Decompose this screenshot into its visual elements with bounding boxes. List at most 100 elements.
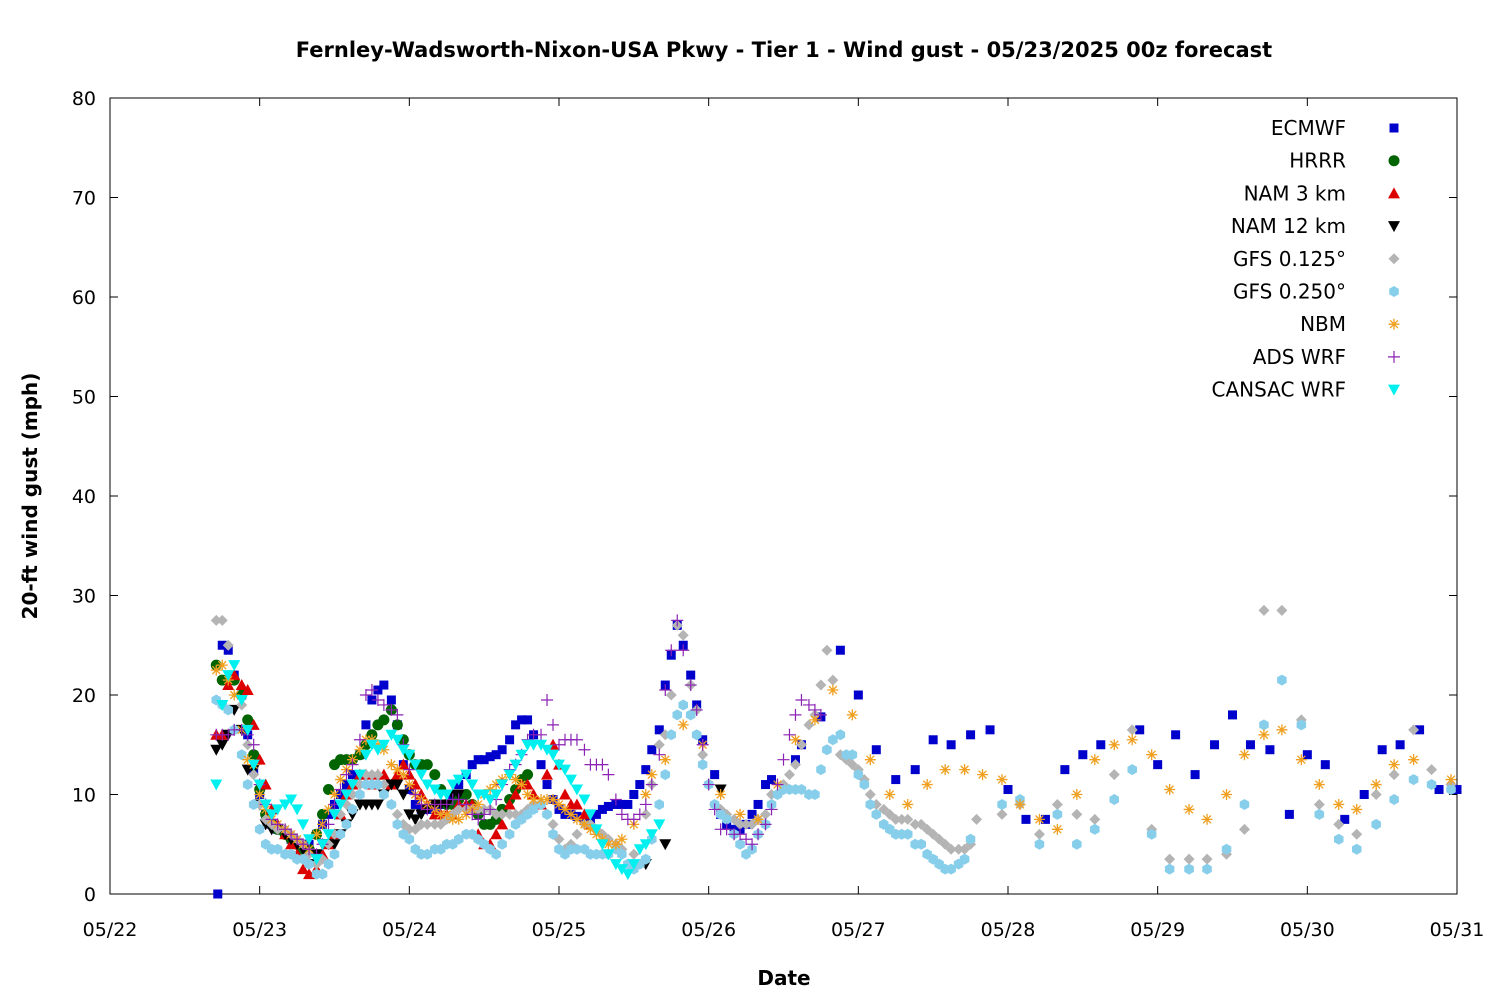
point-gfs-0-125 [909,818,921,830]
point-nbm [921,779,933,791]
point-gfs-0-250 [392,818,403,830]
y-tick-label: 60 [72,287,96,309]
point-ads-wrf [247,738,260,751]
point-gfs-0-250 [254,823,265,835]
point-gfs-0-250 [1277,674,1287,686]
point-cansac-wrf [316,839,329,851]
point-gfs-0-125 [504,808,516,820]
point-nbm [334,774,346,786]
point-gfs-0-125 [222,639,234,651]
point-cansac-wrf [210,779,223,791]
point-gfs-0-250 [1052,808,1063,820]
legend-label: NAM 12 km [1231,214,1346,238]
legend-marker [1388,187,1400,199]
legend-entry-gfs-0-250: GFS 0.250° [1233,280,1399,304]
point-cansac-wrf [578,794,591,806]
point-gfs-0-125 [1126,724,1138,736]
point-gfs-0-125 [628,848,640,860]
point-nam-3-km [297,863,310,875]
point-hrrr [378,714,390,726]
point-ecmwf [491,750,501,760]
legend-entry-nam-12-km: NAM 12 km [1231,214,1400,238]
point-nbm [210,664,222,676]
legend-entry-gfs-0-125: GFS 0.125° [1233,247,1400,271]
point-cansac-wrf [553,759,565,771]
point-ecmwf [479,755,489,765]
point-hrrr [421,759,433,771]
legend-marker [1388,350,1400,363]
point-hrrr [317,808,329,820]
point-ecmwf [213,889,223,899]
point-cansac-wrf [322,829,335,841]
point-nbm [1445,774,1457,786]
axis-ticks: 0 10 20 30 40 50 60 70 80 05/22 05/23 05/24 05/25 05/… [72,88,1485,941]
point-cansac-wrf [509,759,522,771]
point-ecmwf [217,640,227,650]
point-gfs-0-125 [896,813,908,825]
point-gfs-0-125 [421,818,433,830]
point-gfs-0-125 [1051,798,1063,810]
point-ecmwf [647,745,657,755]
point-gfs-0-250 [1202,863,1212,875]
point-nbm [516,779,528,791]
point-ads-wrf [783,728,796,741]
point-ads-wrf [460,798,473,811]
x-tick-label: 05/30 [1280,919,1335,941]
point-gfs-0-125 [815,679,827,691]
point-ads-wrf [633,808,646,821]
point-nbm [789,734,801,746]
point-ecmwf [641,765,651,775]
point-gfs-0-125 [415,818,427,830]
point-ads-wrf [353,733,366,746]
point-cansac-wrf [609,859,622,871]
point-ecmwf [1060,765,1070,775]
point-ads-wrf [708,803,721,816]
point-cansac-wrf [353,769,366,781]
point-nbm [329,789,340,800]
point-gfs-0-250 [236,749,247,761]
point-gfs-0-250 [317,868,328,880]
point-ads-wrf [645,778,658,791]
legend-label: ECMWF [1271,116,1346,140]
point-gfs-0-125 [1071,808,1083,820]
point-gfs-0-250 [1127,764,1137,776]
legend-marker [1389,123,1399,133]
point-nam-3-km [241,684,254,696]
point-cansac-wrf [371,744,384,756]
point-ads-wrf [702,778,715,791]
point-gfs-0-250 [272,843,283,855]
point-cansac-wrf [547,749,560,761]
point-ecmwf [1415,725,1425,735]
point-gfs-0-125 [996,808,1008,820]
point-nbm [659,754,671,766]
point-cansac-wrf [291,804,304,816]
point-cansac-wrf [216,699,229,711]
point-ecmwf [1228,710,1237,720]
point-nbm [1183,803,1195,815]
point-ecmwf [386,695,396,705]
point-nbm [1238,749,1250,761]
point-nbm [752,813,764,825]
point-gfs-0-125 [677,629,689,641]
point-cansac-wrf [633,844,646,856]
point-gfs-0-250 [304,858,314,870]
point-ads-wrf [627,813,640,826]
point-ecmwf [853,690,863,700]
point-gfs-0-125 [1183,853,1195,865]
y-tick-label: 50 [72,387,96,409]
point-gfs-0-125 [1351,828,1363,840]
point-gfs-0-250 [997,799,1007,810]
point-ecmwf [1434,785,1444,795]
point-nbm [1351,803,1363,815]
point-nbm [403,779,415,791]
point-cansac-wrf [285,794,298,806]
point-ecmwf [497,745,507,755]
point-gfs-0-125 [653,739,665,751]
point-gfs-0-125 [1408,724,1420,736]
point-gfs-0-125 [429,818,441,830]
point-ads-wrf [639,798,652,811]
point-gfs-0-250 [903,828,913,840]
point-gfs-0-125 [665,689,677,701]
point-ecmwf [542,780,552,790]
point-gfs-0-250 [865,799,876,810]
